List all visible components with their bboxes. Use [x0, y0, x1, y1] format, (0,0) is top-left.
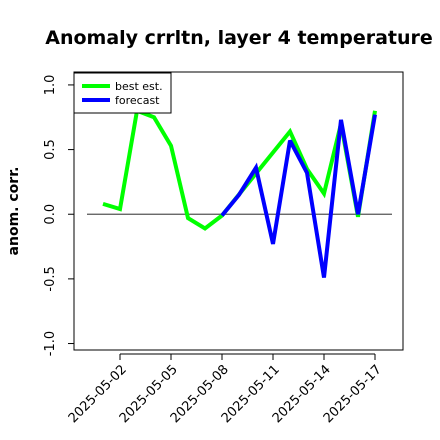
legend: best est. forecast — [73, 72, 172, 114]
y-tick-label: 0.0 — [43, 204, 58, 225]
y-tick-label: -1.0 — [43, 331, 58, 356]
plot-frame — [73, 71, 404, 351]
y-tick-label: 0.5 — [43, 139, 58, 160]
x-axis: 2025-05-022025-05-052025-05-082025-05-11… — [66, 353, 385, 426]
y-tick-label: 1.0 — [43, 75, 58, 96]
chart-title: Anomaly crrltn, layer 4 temperature — [45, 27, 433, 49]
y-axis-label: anom. corr. — [6, 167, 22, 256]
series-line-forecast — [220, 114, 377, 278]
legend-label-forecast: forecast — [115, 94, 160, 107]
legend-box — [73, 72, 172, 114]
series-lines — [102, 108, 377, 278]
legend-label-best-est: best est. — [115, 80, 163, 93]
y-tick-label: -0.5 — [43, 266, 58, 291]
y-axis: -1.0 -0.5 0.0 0.5 1.0 — [43, 75, 74, 356]
